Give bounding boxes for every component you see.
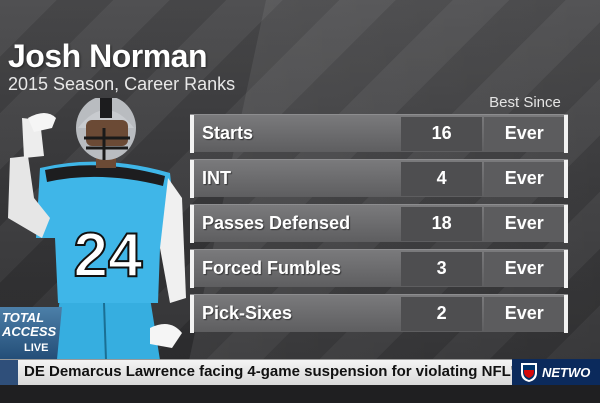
row-right-cap [564, 294, 569, 333]
row-right-cap [564, 114, 569, 153]
total-access-logo: TOTAL ACCESS LIVE [0, 307, 62, 359]
news-ticker: DE Demarcus Lawrence facing 4-game suspe… [0, 359, 600, 386]
row-right-cap [564, 159, 569, 198]
stat-best-since: Ever [484, 296, 565, 331]
jersey-number: 24 [74, 221, 143, 290]
ticker-text: DE Demarcus Lawrence facing 4-game suspe… [24, 363, 600, 380]
stat-label: Pick-Sixes [201, 303, 293, 323]
bottom-bar [0, 385, 600, 403]
nfl-network-bug: NETWO [512, 359, 600, 385]
stat-label: Passes Defensed [201, 213, 351, 233]
stat-label: Forced Fumbles [201, 258, 342, 278]
player-name-title: Josh Norman [8, 38, 207, 74]
stat-row: Forced Fumbles 3 Ever [190, 249, 569, 288]
row-right-cap [564, 249, 569, 288]
row-left-cap [190, 294, 194, 333]
stat-value: 18 [400, 206, 483, 241]
row-left-cap [190, 249, 194, 288]
stat-row: Passes Defensed 18 Ever [190, 204, 569, 243]
stat-value: 4 [400, 161, 483, 196]
row-right-cap [564, 204, 569, 243]
stat-value: 3 [400, 251, 483, 286]
stat-best-since: Ever [484, 251, 565, 286]
row-left-cap [190, 114, 194, 153]
best-since-header: Best Since [489, 94, 561, 111]
stat-row: Pick-Sixes 2 Ever [190, 294, 569, 333]
stat-value: 2 [400, 296, 483, 331]
stat-row: Starts 16 Ever [190, 114, 569, 153]
stat-best-since: Ever [484, 116, 565, 151]
logo-live-label: LIVE [24, 342, 49, 354]
nfl-shield-icon [521, 363, 537, 382]
stat-best-since: Ever [484, 206, 565, 241]
player-image: 24 [8, 98, 186, 360]
stat-label: Starts [201, 123, 254, 143]
graphic-subtitle: 2015 Season, Career Ranks [8, 74, 236, 94]
row-left-cap [190, 159, 194, 198]
network-name: NETWO [542, 364, 591, 380]
ticker-lead-block [0, 360, 18, 386]
stat-value: 16 [400, 116, 483, 151]
logo-line-1: TOTAL [2, 310, 45, 325]
stat-best-since: Ever [484, 161, 565, 196]
stat-row: INT 4 Ever [190, 159, 569, 198]
stat-label: INT [201, 168, 231, 188]
row-left-cap [190, 204, 194, 243]
logo-line-2: ACCESS [2, 324, 57, 339]
